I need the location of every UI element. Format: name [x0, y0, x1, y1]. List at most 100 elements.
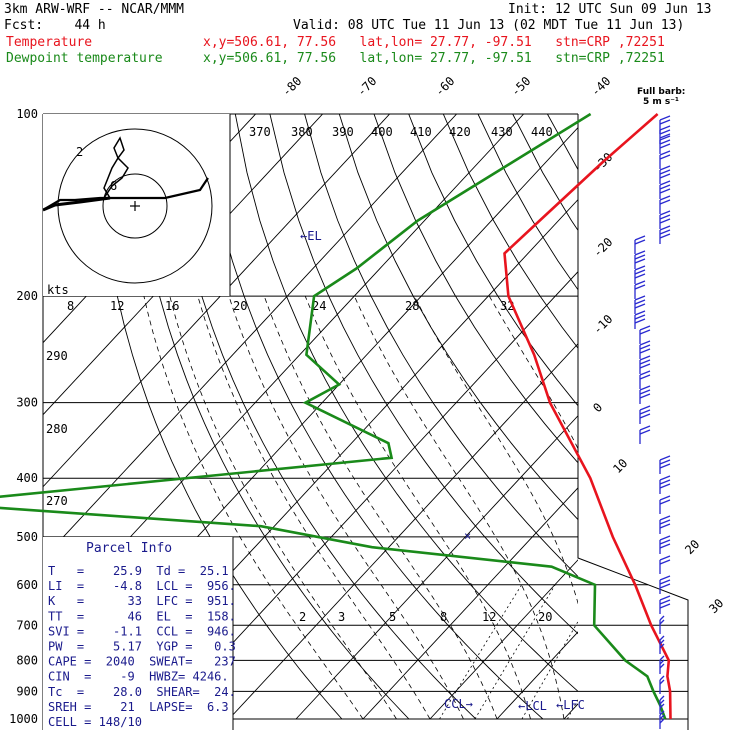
moist-adiabat-20 [488, 295, 578, 450]
mixing-ratio-8 [567, 698, 578, 720]
theta-label-420: 420 [449, 125, 471, 139]
barb-flag [659, 455, 671, 461]
barb-flag [659, 543, 671, 549]
barb-flag [659, 195, 671, 201]
barb-flag [659, 139, 671, 145]
barb-legend-line1: Full barb: [637, 87, 685, 97]
parcel-info-row: CIN = -9 HWBZ= 4246. [48, 670, 229, 684]
barb-flag [659, 659, 665, 665]
barb-flag [659, 699, 665, 705]
barb-flag [659, 210, 671, 216]
barb-flag [659, 135, 671, 141]
theta-side-label-280: 280 [46, 422, 68, 436]
barb-flag [659, 184, 671, 190]
dry-adiabat-310 [304, 114, 578, 578]
dry-adiabat-340 [408, 114, 578, 407]
parcel-info-row: PW = 5.17 YGP = 0.3 [48, 640, 236, 654]
mixing-ratio-label-20: 20 [538, 610, 552, 624]
init-time: Init: 12 UTC Sun 09 Jun 13 [508, 2, 712, 17]
barb-flag [634, 254, 646, 260]
barb-flag [639, 370, 651, 376]
theta-label-430: 430 [491, 125, 513, 139]
dry-adiabat-330 [373, 114, 578, 464]
isotherm-label--70: -70 [354, 74, 379, 99]
barb-flag [659, 233, 671, 239]
barb-flag [639, 405, 651, 411]
moist-adiabat-25 [583, 296, 671, 719]
lfc-label: ←LFC [556, 698, 585, 712]
hodo-annot-6: 6 [110, 179, 117, 193]
barb-flag [634, 250, 646, 256]
barb-flag [659, 499, 671, 505]
hodograph: 6 2 kts [42, 114, 231, 297]
hodo-trace [42, 177, 209, 211]
forecast-hour: Fcst: 44 h [4, 18, 106, 33]
hodo-ring-label-12: 12 [110, 299, 124, 313]
barb-flag [659, 479, 671, 485]
dry-adiabat-400 [617, 114, 740, 719]
parcel-info-row: SREH = 21 LAPSE= 6.3 [48, 700, 229, 714]
barb-flag [659, 635, 665, 641]
barb-flag [659, 579, 671, 585]
barb-flag [659, 655, 665, 661]
parcel-info-row: TT = 46 EL = 158. [48, 609, 236, 623]
barb-flag [639, 389, 651, 395]
pressure-label-900: 900 [16, 684, 38, 698]
barb-flag [659, 125, 671, 131]
isotherm-0 [496, 631, 578, 720]
barb-flag [659, 559, 671, 565]
barb-flag [639, 325, 651, 331]
barb-flag [659, 180, 671, 186]
barb-flag [659, 515, 671, 521]
barb-flag [634, 310, 646, 316]
barb-flag [659, 599, 671, 605]
dry-adiabat-430 [721, 114, 740, 719]
barb-flag [659, 615, 665, 621]
barb-flag [634, 269, 646, 275]
barb-flag [639, 385, 651, 391]
barb-flag [659, 188, 671, 194]
theta-label-370: 370 [249, 125, 271, 139]
dewpoint-legend: Dewpoint temperature [6, 51, 163, 66]
hodo-trace-upper [103, 136, 129, 199]
barb-flag [634, 295, 646, 301]
barb-flag [634, 239, 646, 245]
parcel-info-row: K = 33 LFC = 951. [48, 594, 236, 608]
lcl-marker: × [464, 529, 471, 543]
parcel-info-box: Parcel Info T = 25.9 Td = 25.1LI = -4.8 … [43, 537, 236, 730]
barb-flag [659, 143, 671, 149]
barb-flag [634, 265, 646, 271]
mixing-ratio-5 [521, 620, 578, 720]
moist-adiabat-10 [353, 295, 565, 720]
isotherm--20 [362, 487, 578, 720]
barb-flag [659, 463, 671, 469]
barb-flag [659, 714, 665, 720]
barb-flag [639, 425, 651, 431]
pressure-label-800: 800 [16, 653, 38, 667]
mixing-ratio-label-5: 5 [389, 610, 396, 624]
barb-flag [659, 575, 671, 581]
mixing-ratio-label-3: 3 [338, 610, 345, 624]
barb-flag [634, 284, 646, 290]
barb-flag [659, 603, 671, 609]
ccl-label: CCL→ [444, 697, 473, 711]
wind-barbs [634, 115, 671, 729]
barb-flag [659, 475, 671, 481]
temperature-legend: Temperature [6, 35, 93, 50]
barb-flag [659, 643, 665, 649]
barb-flag [639, 359, 651, 365]
barb-flag [639, 329, 651, 335]
moist-adiabat-15 [413, 295, 578, 605]
barb-flag [634, 273, 646, 279]
barb-flag [659, 483, 671, 489]
dry-adiabat-420 [686, 114, 740, 719]
mixing-ratio-label-2: 2 [299, 610, 306, 624]
isotherm--40 [228, 343, 578, 720]
barb-flag [659, 675, 665, 681]
barb-legend-line2: 5 m s⁻¹ [643, 97, 679, 107]
theta-label-390: 390 [332, 125, 354, 139]
valid-time: Valid: 08 UTC Tue 11 Jun 13 (02 MDT Tue … [293, 18, 685, 33]
lcl-label: ←LCL [518, 699, 547, 713]
dry-adiabat-260 [130, 114, 410, 720]
dry-adiabat-290 [234, 114, 578, 692]
